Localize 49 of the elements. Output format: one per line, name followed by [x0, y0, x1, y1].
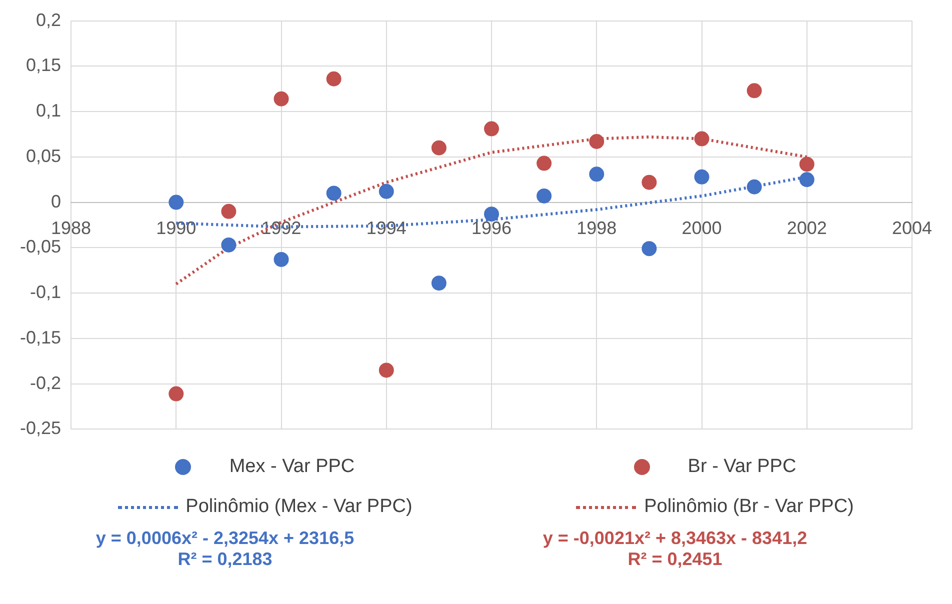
point — [799, 156, 814, 172]
text: y = -0,0021x² + 8,3463x - 8341,2 R² = 0,2451 — [542, 528, 808, 570]
point — [274, 252, 289, 267]
y-tick-label: 0 — [51, 191, 62, 212]
x-tick-label: 2002 — [786, 218, 827, 238]
point — [431, 140, 446, 156]
point — [326, 71, 342, 86]
point — [378, 362, 394, 378]
point — [536, 188, 552, 204]
point — [221, 237, 236, 252]
point — [536, 156, 552, 171]
point — [484, 121, 500, 136]
point — [746, 83, 762, 98]
point — [694, 131, 710, 146]
x-tick-label: 1998 — [576, 218, 617, 238]
legend-label: Polinômio (Mex - Var PPC) — [186, 496, 412, 518]
point — [589, 134, 604, 150]
point — [484, 206, 500, 222]
point — [694, 169, 710, 184]
x-tick-label: 2000 — [682, 218, 722, 238]
x-tick-label: 2004 — [892, 218, 932, 238]
y-tick-label: 0,1 — [36, 100, 62, 121]
text: y = 0,0006x² - 2,3254x + 2316,5 R² = 0,2183 — [94, 528, 356, 570]
y-tick-label: -0,1 — [30, 282, 62, 302]
y-tick-label: 0,05 — [26, 146, 62, 166]
point — [168, 194, 184, 210]
point — [746, 179, 762, 194]
point — [799, 172, 814, 188]
y-tick-label: -0,15 — [20, 327, 62, 348]
x-tick-label: 1996 — [471, 218, 512, 238]
legend-label: Polinômio (Br - Var PPC) — [644, 496, 854, 518]
x-tick-label: 1990 — [156, 218, 196, 238]
point — [378, 184, 394, 199]
point — [221, 204, 236, 219]
y-tick-label: 0,15 — [26, 55, 62, 76]
point — [168, 386, 184, 402]
point — [326, 186, 342, 201]
point — [274, 91, 289, 106]
y-tick-label: -0,2 — [30, 372, 62, 393]
point — [431, 276, 446, 291]
y-tick-label: -0,25 — [20, 418, 62, 438]
legend-label: Br - Var PPC — [688, 456, 796, 478]
point — [642, 241, 657, 256]
y-tick-label: 0,2 — [36, 10, 62, 30]
y-tick-label: -0,05 — [20, 236, 62, 257]
x-tick-label: 1988 — [51, 218, 92, 238]
legend-label: Mex - Var PPC — [229, 456, 355, 478]
point — [589, 166, 604, 182]
point — [642, 174, 657, 190]
